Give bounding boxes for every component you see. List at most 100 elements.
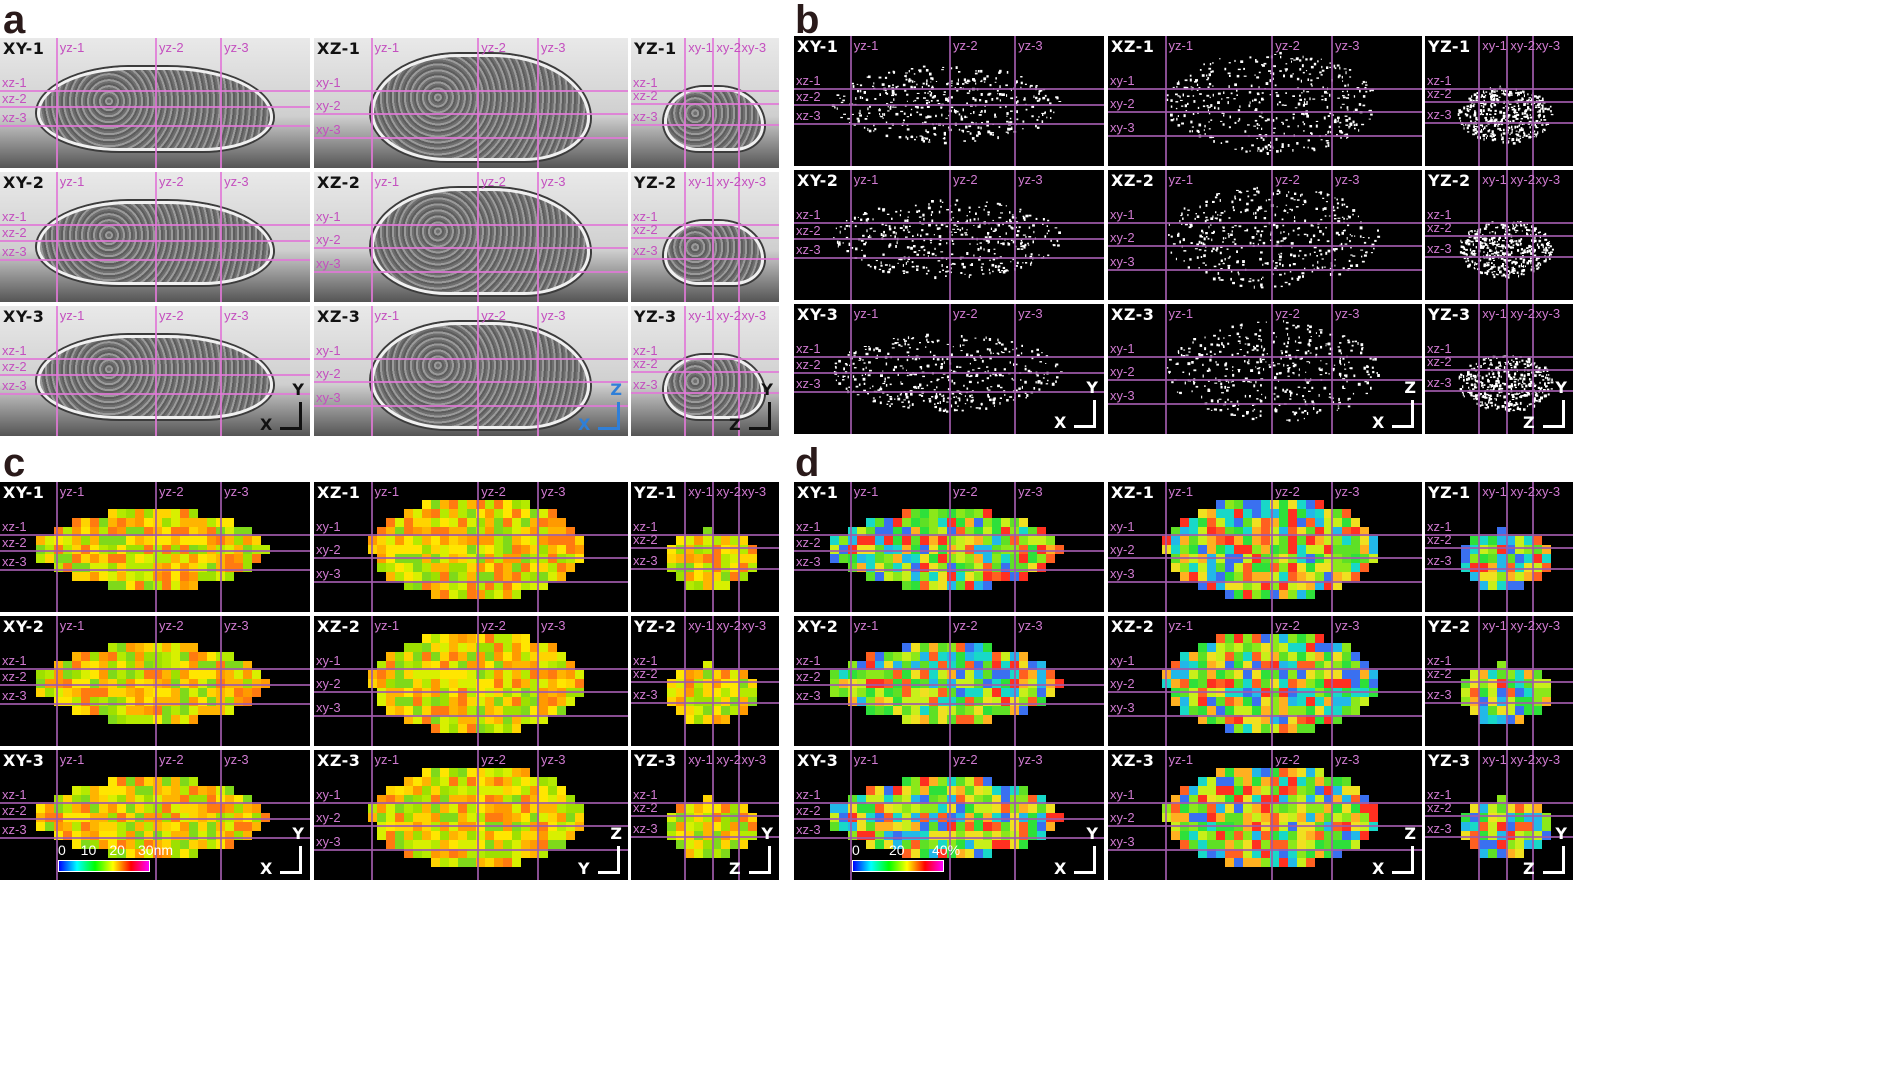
heatmap-cell	[476, 563, 485, 572]
speckle	[1319, 374, 1323, 376]
heatmap-cell	[458, 500, 467, 509]
panel-b-tile-xy-2: XY-2 yz-1 yz-2 yz-3 xz-1 xz-2 xz-3	[794, 170, 1104, 300]
speckle	[968, 206, 971, 209]
speckle	[1231, 230, 1233, 233]
speckle	[1317, 260, 1319, 264]
speckle	[926, 102, 929, 105]
speckle	[1286, 212, 1289, 214]
speckle	[1284, 272, 1286, 275]
heatmap-cell	[189, 652, 198, 661]
speckle	[1253, 384, 1256, 388]
speckle	[1320, 139, 1323, 141]
heatmap-cell	[162, 715, 171, 724]
speckle	[1237, 120, 1240, 122]
speckle	[979, 223, 981, 227]
speckle	[1496, 254, 1500, 257]
heatmap-cell	[108, 706, 117, 715]
speckle	[969, 394, 972, 398]
speckle	[1315, 332, 1317, 334]
speckle	[1365, 81, 1367, 84]
speckle	[940, 251, 944, 253]
speckle	[995, 343, 998, 345]
speckle	[908, 78, 911, 81]
speckle	[1012, 348, 1014, 351]
speckle	[966, 398, 969, 402]
speckle	[887, 105, 889, 108]
speckle	[1472, 99, 1475, 102]
speckle	[934, 134, 937, 136]
speckle	[939, 199, 942, 203]
panel-b-tile-xy-3: XY-3 yz-1 yz-2 yz-3 xz-1 xz-2 xz-3 X Y	[794, 304, 1104, 434]
heatmap-cell	[539, 661, 548, 670]
heatmap-cell	[748, 545, 757, 554]
speckle	[1239, 284, 1243, 287]
speckle	[1538, 246, 1540, 249]
speckle	[1518, 382, 1521, 385]
heatmap-cell	[153, 572, 162, 581]
speckle	[867, 374, 871, 377]
speckle	[1353, 95, 1356, 98]
heatmap-cell	[180, 652, 189, 661]
speckle	[1253, 285, 1255, 289]
speckle	[999, 262, 1003, 265]
speckle	[997, 93, 999, 95]
speckle	[1021, 385, 1023, 389]
speckle	[1324, 98, 1327, 101]
speckle	[1258, 71, 1261, 74]
speckle	[1503, 366, 1506, 369]
guide-label-xy-3: xy-3	[741, 484, 767, 499]
heatmap-cell	[512, 706, 521, 715]
speckle	[966, 229, 968, 231]
heatmap	[368, 634, 584, 733]
speckle	[1519, 137, 1522, 140]
speckle	[1252, 410, 1254, 412]
speckle	[934, 247, 936, 250]
heatmap-cell	[485, 518, 494, 527]
speckle	[1463, 378, 1465, 382]
speckle	[1337, 120, 1339, 123]
speckle	[1541, 124, 1544, 126]
speckle	[987, 130, 991, 134]
speckle	[1205, 204, 1208, 207]
heatmap-cell	[503, 634, 512, 643]
speckle	[1332, 248, 1335, 251]
speckle	[902, 229, 905, 232]
speckle	[1229, 115, 1231, 119]
speckle	[868, 347, 871, 351]
speckle	[1515, 240, 1518, 242]
guide-label-xy-3: xy-3	[1535, 38, 1561, 53]
speckle	[1509, 377, 1513, 380]
speckle	[1266, 152, 1269, 155]
speckle	[1000, 351, 1003, 353]
speckle	[1334, 264, 1336, 267]
speckle	[1276, 226, 1278, 229]
speckle	[1526, 365, 1530, 368]
tile-title: YZ-3	[634, 307, 677, 326]
speckle	[1324, 90, 1327, 94]
speckle	[887, 110, 890, 112]
heatmap-cell	[117, 563, 126, 572]
heatmap-cell	[530, 572, 539, 581]
heatmap-cell	[386, 661, 395, 670]
guide-line-xz-3	[1425, 389, 1573, 392]
speckle	[846, 250, 850, 253]
speckle	[960, 233, 964, 236]
speckle	[1493, 138, 1495, 140]
speckle	[1358, 103, 1362, 106]
speckle	[898, 258, 902, 261]
heatmap-cell	[171, 715, 180, 724]
speckle	[1485, 254, 1489, 257]
heatmap-cell	[467, 581, 476, 590]
speckle	[1540, 102, 1542, 105]
speckle	[1203, 237, 1206, 241]
speckle	[974, 140, 977, 142]
speckle	[1338, 126, 1341, 128]
guide-label-xy-2: xy-2	[316, 98, 341, 114]
speckle	[1518, 408, 1521, 411]
speckle	[1209, 135, 1213, 139]
heatmap-cell	[63, 536, 72, 545]
heatmap-cell	[72, 536, 81, 545]
speckle	[997, 136, 999, 140]
speckle	[1550, 381, 1554, 384]
speckle	[835, 366, 837, 369]
